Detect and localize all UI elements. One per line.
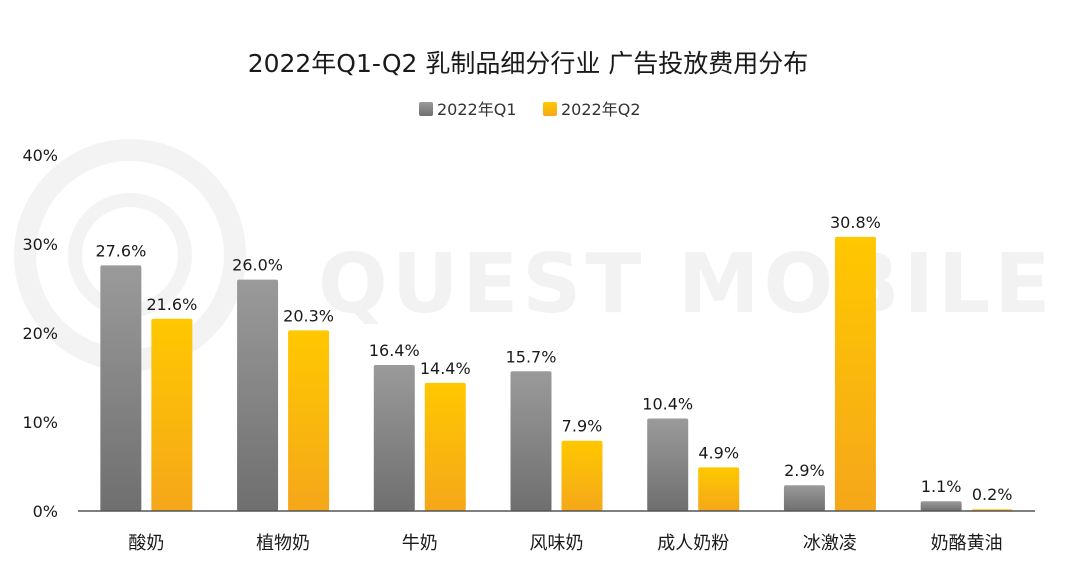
x-tick-label: 冰激凌 (803, 533, 857, 554)
data-label: 30.8% (830, 213, 881, 232)
chart-title: 2022年Q1-Q2 乳制品细分行业 广告投放费用分布 (248, 49, 809, 78)
data-label: 14.4% (420, 359, 471, 378)
legend-swatch-q2 (543, 102, 557, 116)
bars (100, 236, 1013, 511)
legend: 2022年Q1 2022年Q2 (419, 100, 641, 119)
data-label: 21.6% (146, 295, 197, 314)
x-tick-label: 风味奶 (530, 533, 584, 554)
bar-q1 (100, 265, 142, 511)
data-label: 20.3% (283, 306, 334, 325)
x-tick-label: 植物奶 (256, 533, 310, 554)
bar-q2 (834, 236, 876, 511)
bar-q2 (288, 330, 330, 511)
y-tick-label: 10% (22, 413, 58, 432)
legend-swatch-q1 (419, 102, 433, 116)
data-label: 27.6% (95, 241, 146, 260)
legend-label: 2022年Q1 (437, 100, 517, 119)
data-label: 1.1% (921, 477, 962, 496)
x-axis: 酸奶 植物奶 牛奶 风味奶 成人奶粉 冰激凌 奶酪黄油 (78, 510, 1035, 554)
data-label: 15.7% (506, 347, 557, 366)
data-label: 10.4% (642, 394, 693, 413)
bar-q1 (510, 371, 552, 511)
data-label: 26.0% (232, 256, 283, 275)
bar-q1 (783, 485, 825, 511)
data-label: 0.2% (972, 485, 1013, 504)
data-labels: 27.6% 21.6% 26.0% 20.3% 16.4%14.4% 15.7% 7.9% 1… (95, 213, 1012, 504)
data-label: 2.9% (784, 461, 825, 480)
bar-q2 (151, 318, 193, 511)
bar-q2 (561, 440, 603, 511)
data-label: 7.9% (562, 417, 603, 436)
watermark-text: QUEST MOBILE (318, 237, 1054, 332)
bar-q1 (373, 365, 415, 511)
y-tick-label: 30% (22, 235, 58, 254)
x-tick-label: 成人奶粉 (657, 533, 729, 554)
bar-q1 (647, 418, 689, 511)
y-tick-label: 20% (22, 324, 58, 343)
bar-q1 (920, 501, 962, 511)
legend-label: 2022年Q2 (561, 100, 641, 119)
y-tick-label: 40% (22, 146, 58, 165)
data-label: 4.9% (698, 443, 739, 462)
bar-q1 (237, 279, 279, 511)
bar-q2 (698, 467, 740, 511)
y-axis: 0% 10% 20% 30% 40% (22, 146, 58, 521)
data-label: 16.4% (369, 341, 420, 360)
x-tick-label: 酸奶 (128, 533, 164, 554)
x-tick-label: 奶酪黄油 (931, 533, 1003, 554)
bar-q2 (424, 382, 466, 511)
x-tick-label: 牛奶 (402, 533, 438, 554)
y-tick-label: 0% (33, 502, 58, 521)
